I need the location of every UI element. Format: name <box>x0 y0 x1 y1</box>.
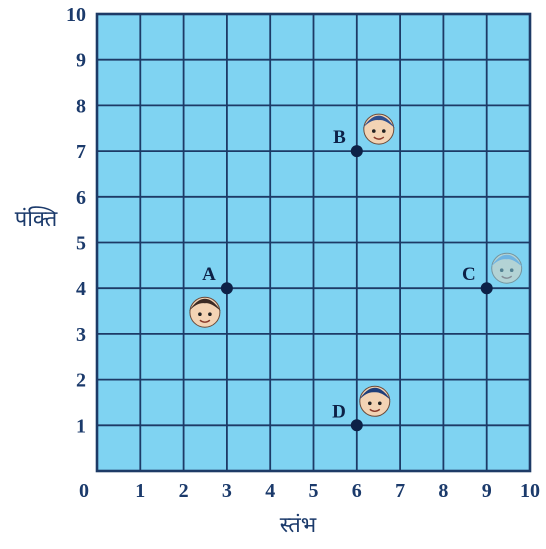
x-tick-label: 10 <box>520 480 540 502</box>
x-tick-label: 7 <box>395 480 405 502</box>
x-axis-title: स्तंभ <box>280 512 317 537</box>
point-label-b: B <box>333 127 346 148</box>
point-label-c: C <box>462 264 476 285</box>
y-tick-label: 5 <box>76 233 86 255</box>
y-axis-title: पंक्ति <box>15 206 58 231</box>
x-tick-label: 4 <box>265 480 275 502</box>
x-tick-label: 9 <box>482 480 492 502</box>
point-marker-b <box>350 145 363 158</box>
girl-face-icon <box>188 296 221 328</box>
y-tick-label: 7 <box>76 141 86 163</box>
grid-border <box>95 12 532 473</box>
x-tick-label: 1 <box>135 480 145 502</box>
x-tick-label: 3 <box>222 480 232 502</box>
x-tick-label: 8 <box>438 480 448 502</box>
x-tick-label: 6 <box>352 480 362 502</box>
y-tick-label: 2 <box>76 370 86 392</box>
y-tick-label: 10 <box>66 4 86 26</box>
y-tick-label: 6 <box>76 187 86 209</box>
origin-label: 0 <box>79 480 89 502</box>
y-tick-label: 4 <box>76 278 86 300</box>
y-tick-label: 3 <box>76 324 86 346</box>
y-tick-label: 9 <box>76 50 86 72</box>
grid-layer <box>95 12 532 473</box>
icon-layer <box>188 113 523 417</box>
tick-layer: 1 2 3 4 5 6 7 8 9 10 1 2 3 4 5 6 7 8 9 10 <box>66 4 540 502</box>
point-label-a: A <box>202 264 216 285</box>
point-marker-c <box>480 282 493 295</box>
point-label-d: D <box>332 401 346 422</box>
x-tick-label: 2 <box>179 480 189 502</box>
point-marker-a <box>220 282 233 295</box>
point-marker-d <box>350 419 363 432</box>
y-tick-label: 1 <box>76 415 86 437</box>
x-tick-label: 5 <box>309 480 319 502</box>
faded-face-icon <box>490 252 523 284</box>
child-face-icon <box>358 385 391 417</box>
point-layer: A B C D <box>202 127 493 432</box>
y-tick-label: 8 <box>76 95 86 117</box>
boy-face-icon <box>362 113 395 145</box>
